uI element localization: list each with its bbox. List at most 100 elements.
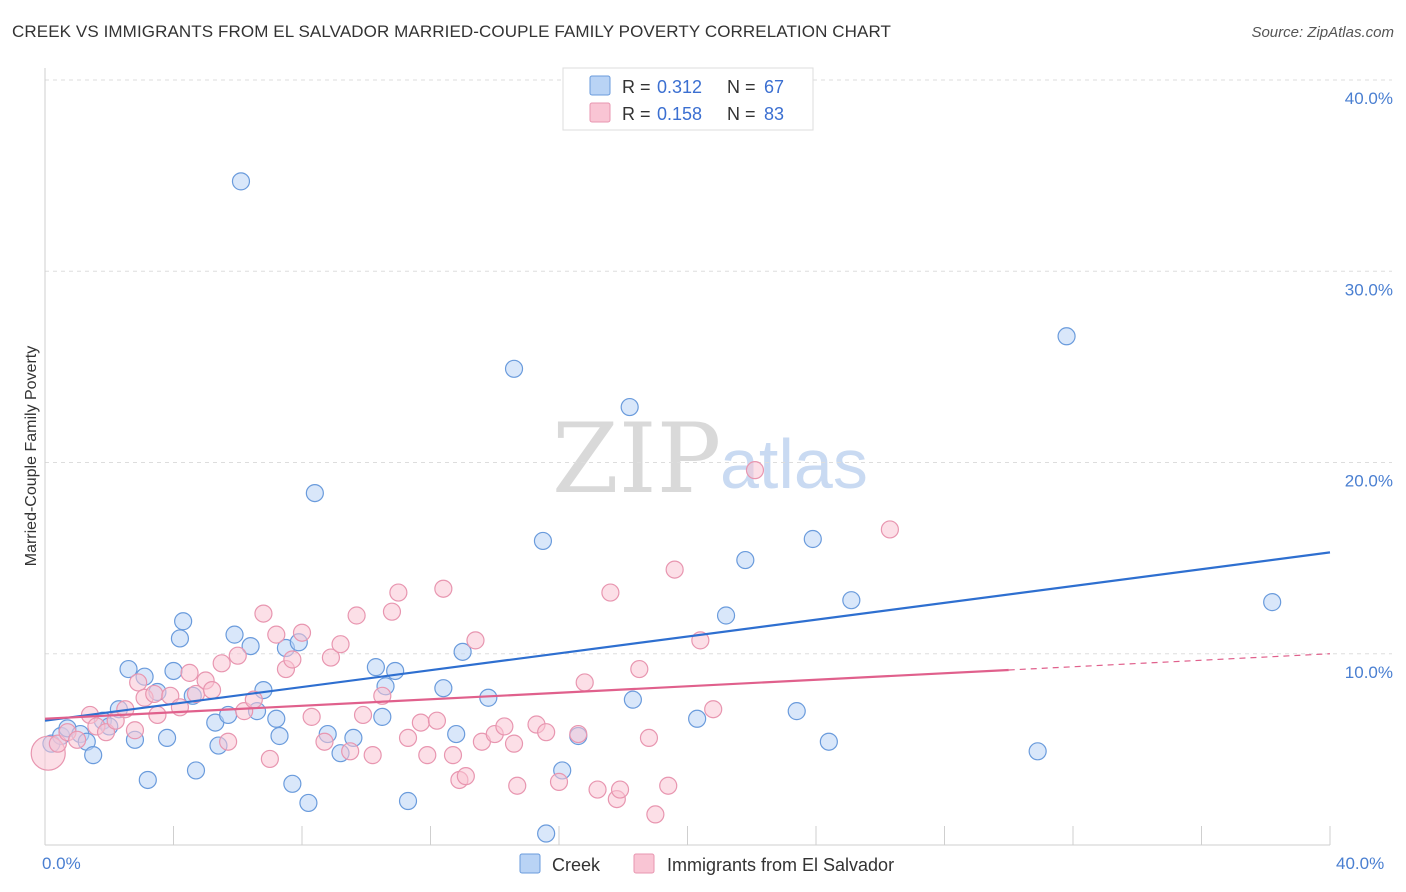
data-point <box>382 602 402 621</box>
el-salvador-points <box>30 461 899 824</box>
data-point <box>305 484 324 503</box>
data-point <box>148 705 167 725</box>
data-point <box>302 707 321 726</box>
data-point <box>443 746 463 765</box>
data-point <box>434 679 453 698</box>
data-point <box>665 560 684 579</box>
data-point <box>1028 742 1047 761</box>
data-point <box>803 529 822 549</box>
data-point <box>186 761 206 780</box>
data-point <box>299 793 318 813</box>
data-point <box>533 531 553 551</box>
data-point <box>341 742 360 761</box>
data-point <box>819 732 838 751</box>
data-point <box>254 604 273 623</box>
y-tick-label-10: 10.0% <box>1345 663 1393 682</box>
legend-r-label-el-salvador: R = <box>622 104 656 124</box>
data-point <box>164 661 183 681</box>
data-point <box>125 721 145 740</box>
data-point <box>202 680 222 700</box>
legend-n-value-el-salvador: 83 <box>764 104 784 124</box>
y-tick-label-30: 30.0% <box>1345 280 1393 299</box>
data-point <box>260 749 279 769</box>
data-point <box>398 728 418 748</box>
legend-swatch-creek <box>589 75 611 96</box>
bottom-legend-label-el-salvador: Immigrants from El Salvador <box>667 855 894 875</box>
data-point <box>241 636 260 656</box>
data-point <box>623 690 642 709</box>
data-point <box>366 658 385 677</box>
data-point <box>129 673 148 692</box>
trend-line-extension-1 <box>1008 653 1331 671</box>
legend-swatch-el-salvador <box>589 102 611 123</box>
data-point <box>427 711 447 730</box>
data-point <box>630 659 649 679</box>
data-point <box>228 646 247 665</box>
data-point <box>504 734 524 753</box>
data-point <box>231 172 251 191</box>
data-point <box>639 728 659 748</box>
data-point <box>620 397 639 417</box>
x-tick-label-min: 0.0% <box>42 854 81 873</box>
data-point <box>704 700 723 719</box>
legend-r-label-creek: R = <box>622 77 656 97</box>
data-point <box>315 732 334 751</box>
data-point <box>212 654 231 673</box>
trend-line-1 <box>44 668 1009 720</box>
data-point <box>504 359 524 378</box>
data-point <box>495 717 514 736</box>
data-point <box>347 606 366 625</box>
data-point <box>331 635 350 654</box>
data-point <box>453 642 472 661</box>
y-tick-labels: 10.0% 20.0% 30.0% 40.0% <box>1345 89 1393 682</box>
data-point <box>174 612 193 631</box>
x-tick-marks <box>44 826 1331 845</box>
y-tick-label-20: 20.0% <box>1345 472 1393 491</box>
data-point <box>157 728 177 748</box>
data-point <box>842 591 861 610</box>
data-point <box>321 648 341 667</box>
legend-box: R = 0.312 N = 67 R = 0.158 N = 83 <box>562 67 814 131</box>
data-point <box>373 707 392 726</box>
data-point <box>283 650 302 669</box>
data-point <box>537 723 556 742</box>
bottom-legend-swatch-creek <box>519 853 541 874</box>
data-point <box>292 623 312 642</box>
data-point <box>386 661 405 681</box>
data-point <box>610 780 630 799</box>
legend-n-value-creek: 67 <box>764 77 784 97</box>
bottom-legend-swatch-el-salvador <box>633 853 655 874</box>
data-point <box>549 772 569 791</box>
data-point <box>880 520 899 539</box>
legend-r-value-creek: 0.312 <box>657 77 702 97</box>
data-point <box>138 770 157 790</box>
legend-n-label-creek: N = <box>727 77 761 97</box>
data-point <box>434 579 453 598</box>
bottom-legend-label-creek: Creek <box>552 855 601 875</box>
data-point <box>787 702 806 721</box>
data-point <box>267 625 286 644</box>
data-point <box>456 767 475 786</box>
y-axis-label: Married-Couple Family Poverty <box>23 346 40 567</box>
data-point <box>688 709 707 728</box>
data-point <box>736 550 755 570</box>
data-point <box>353 705 373 725</box>
chart-title: CREEK VS IMMIGRANTS FROM EL SALVADOR MAR… <box>12 22 892 41</box>
data-point <box>575 673 594 692</box>
data-point <box>219 732 238 751</box>
data-point <box>145 684 164 704</box>
x-tick-label-max: 40.0% <box>1336 854 1384 873</box>
bottom-legend: Creek Immigrants from El Salvador <box>519 853 894 875</box>
data-point <box>588 780 607 799</box>
data-point <box>363 746 382 765</box>
data-point <box>1263 593 1282 612</box>
data-point <box>398 791 418 811</box>
data-point <box>270 726 289 746</box>
data-point <box>537 824 556 843</box>
data-point <box>389 583 408 602</box>
data-point <box>411 713 430 732</box>
data-point <box>659 776 678 795</box>
data-point <box>119 659 138 679</box>
data-point <box>170 629 190 648</box>
